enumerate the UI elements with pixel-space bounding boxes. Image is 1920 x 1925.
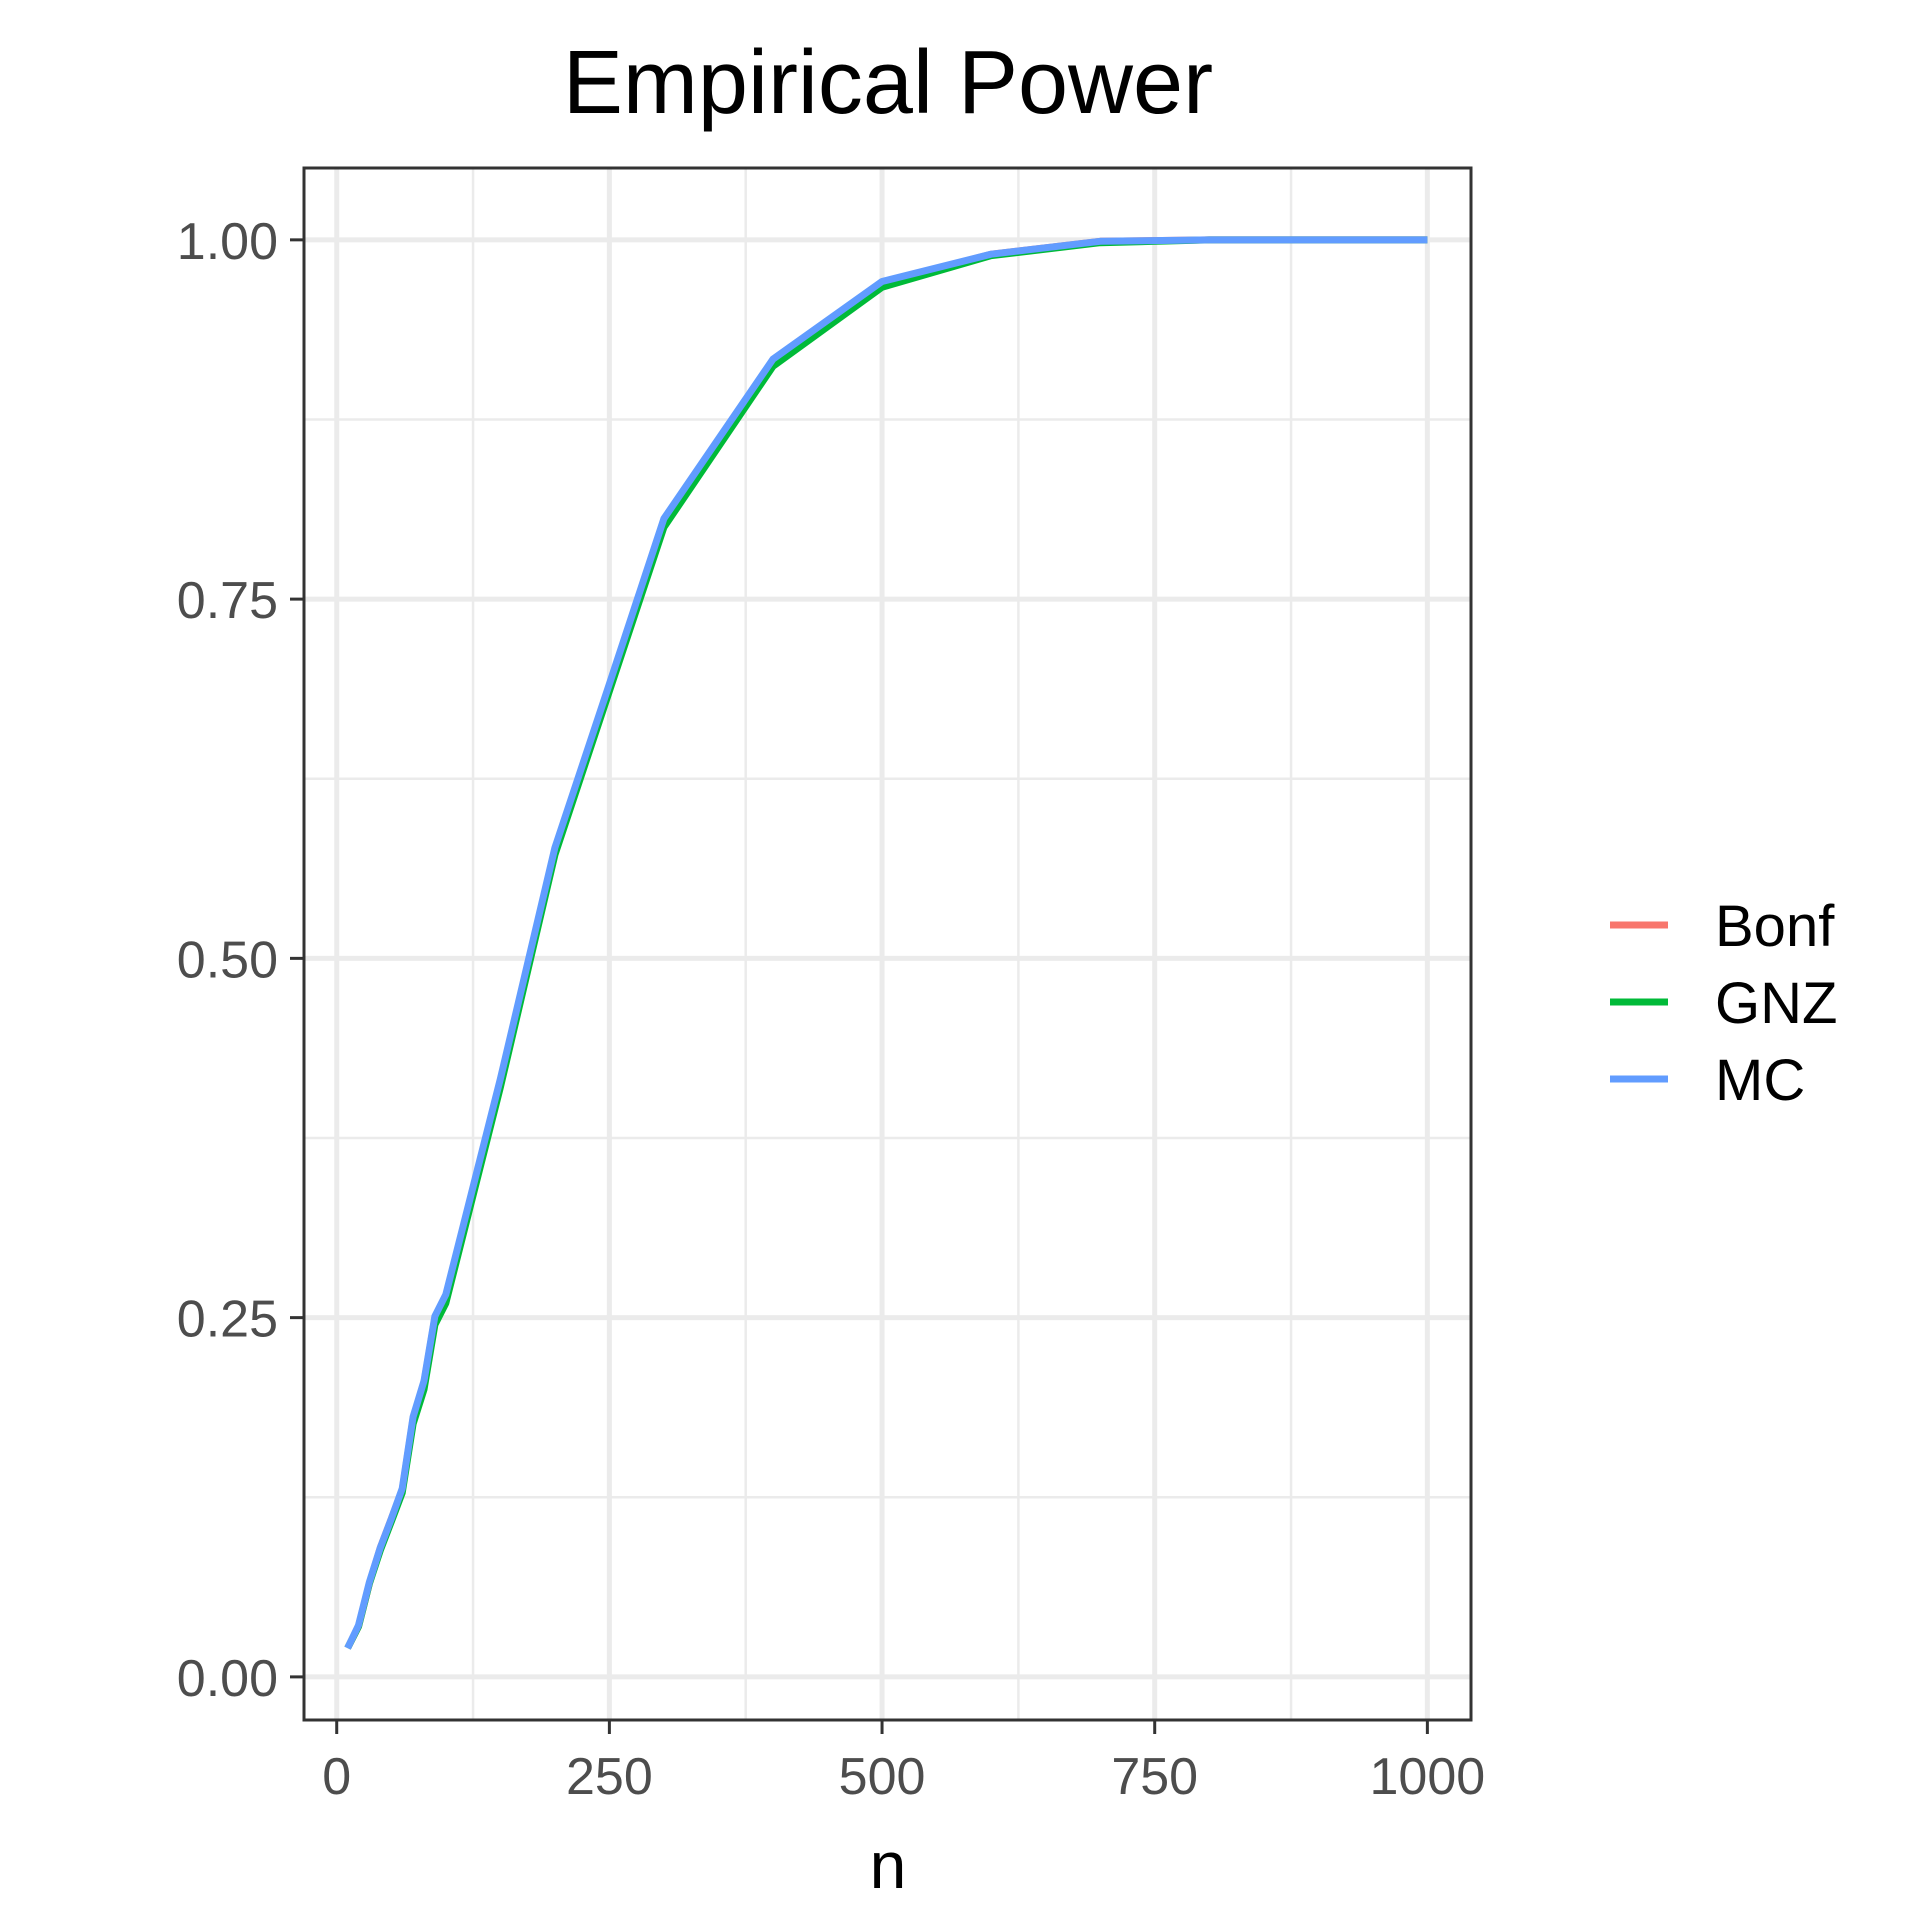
x-axis-title: n (870, 1828, 907, 1902)
series-lines (344, 236, 1428, 1650)
legend-label-mc: MC (1715, 1048, 1805, 1113)
y-tick-label: 1.00 (177, 213, 278, 271)
x-tick-label: 1000 (1370, 1748, 1486, 1806)
y-tick-label: 0.50 (177, 931, 278, 989)
chart-title: Empirical Power (563, 33, 1213, 133)
plot-panel-border (302, 166, 1473, 1722)
x-tick-label: 250 (566, 1748, 653, 1806)
y-tick-label: 0.00 (177, 1650, 278, 1708)
legend-label-bonf: Bonf (1715, 894, 1835, 959)
x-tick-label: 750 (1111, 1748, 1198, 1806)
grid (304, 168, 1471, 1720)
series-line-gnz (344, 236, 1428, 1650)
y-tick-label: 0.25 (177, 1291, 278, 1349)
series-line-bonf (344, 236, 1428, 1650)
series-line-mc (344, 236, 1428, 1650)
legend-label-gnz: GNZ (1715, 971, 1837, 1036)
x-tick-label: 500 (839, 1748, 926, 1806)
axes: 0 250 500 750 1000 0.00 0.25 0.50 0.75 1.00 (177, 213, 1485, 1806)
y-tick-label: 0.75 (177, 572, 278, 630)
legend: Bonf GNZ MC (1610, 894, 1837, 1113)
x-tick-label: 0 (322, 1748, 351, 1806)
